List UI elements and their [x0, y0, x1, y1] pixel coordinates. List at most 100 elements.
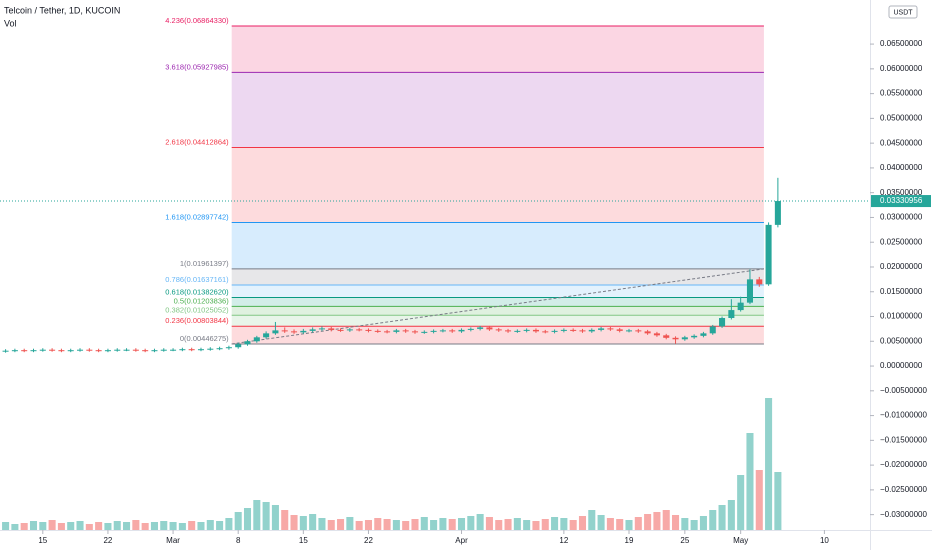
fib-label: 1.618(0.02897742)	[165, 212, 229, 221]
volume-bar	[383, 519, 391, 530]
candle-body	[746, 279, 753, 303]
candle-body	[356, 329, 363, 331]
fib-band	[231, 72, 764, 148]
candle-body	[495, 329, 502, 331]
candle-body	[570, 329, 577, 331]
volume-bar	[467, 516, 475, 530]
candle-body	[337, 329, 344, 331]
candle-body	[458, 329, 465, 332]
fib-label: 3.618(0.05927985)	[165, 62, 229, 71]
last-price-label: 0.03330956	[880, 196, 923, 205]
candle-body	[374, 330, 381, 332]
x-tick-label: 25	[680, 536, 689, 545]
volume-bar	[504, 519, 512, 530]
y-tick-label: 0.01000000	[880, 312, 923, 321]
volume-bar	[672, 515, 680, 530]
volume-bar	[402, 521, 410, 530]
candle-body	[235, 344, 242, 348]
volume-bar	[420, 517, 428, 530]
candle-body	[607, 328, 614, 330]
volume-bar	[197, 522, 205, 530]
candle-body	[160, 349, 167, 351]
volume-bar	[439, 518, 447, 530]
candle-body	[449, 330, 456, 332]
candle-body	[67, 350, 74, 352]
y-tick-label: 0.00500000	[880, 336, 923, 345]
candles	[0, 177, 870, 353]
candle-body	[328, 328, 335, 330]
candle-body	[263, 333, 270, 338]
volume-bar	[755, 470, 763, 530]
volume-bar	[76, 521, 84, 530]
volume-bar	[11, 524, 19, 530]
y-tick-label: −0.02000000	[880, 460, 927, 469]
volume-bar	[243, 508, 252, 530]
volume-bar	[57, 523, 65, 530]
volume-bar	[150, 522, 158, 530]
volume-bar	[690, 520, 698, 530]
candle-body	[756, 279, 763, 285]
volume-bar	[513, 518, 521, 530]
volume-bar	[634, 517, 642, 530]
volume-bar	[20, 523, 28, 530]
candle-body	[365, 329, 372, 331]
volume-bar	[309, 514, 317, 530]
fib-band	[231, 268, 764, 285]
candle-body	[625, 330, 633, 332]
candle-body	[132, 349, 139, 351]
volume-bar	[290, 515, 298, 530]
volume-bar	[123, 522, 131, 530]
volume-bar	[253, 500, 261, 530]
candle-body	[737, 302, 744, 311]
y-tick-label: 0.01500000	[880, 287, 923, 296]
candle-body	[225, 347, 232, 349]
fib-band	[231, 26, 764, 73]
candle-body	[244, 341, 251, 345]
fib-band	[231, 315, 764, 327]
volume-bar	[625, 520, 633, 530]
x-tick-label: 22	[364, 536, 373, 545]
volume-bar	[662, 510, 670, 530]
y-tick-label: 0.02000000	[880, 262, 923, 271]
volume-bar	[299, 516, 307, 530]
candle-body	[291, 331, 298, 333]
volume-bar	[113, 521, 121, 530]
fib-label: 0.786(0.01637161)	[165, 275, 229, 284]
candle-body	[253, 337, 260, 342]
x-tick-label: May	[733, 536, 748, 545]
volume-bar	[374, 518, 382, 530]
volume-bar	[281, 510, 289, 530]
volume-bar	[67, 522, 75, 530]
y-tick-label: −0.02500000	[880, 485, 927, 494]
volume-bar	[355, 521, 363, 530]
candle-body	[560, 329, 567, 331]
candle-body	[551, 330, 558, 332]
currency-badge[interactable]	[888, 5, 918, 19]
volume-bar	[774, 472, 782, 530]
volume-bar	[411, 519, 419, 530]
candle-body	[300, 330, 307, 333]
volume-bar	[606, 518, 614, 530]
candle-body	[151, 350, 158, 352]
x-tick-label: Mar	[166, 536, 180, 545]
volume-bar	[206, 520, 214, 530]
candle-body	[188, 349, 195, 351]
volume-bar	[392, 520, 400, 530]
candle-body	[719, 318, 726, 327]
volume-bar	[523, 520, 531, 530]
volume-bar	[327, 520, 335, 530]
fib-label: 0.382(0.01025052)	[165, 305, 229, 314]
volume-bar	[141, 523, 149, 530]
candle-body	[114, 349, 121, 351]
candle-body	[30, 350, 37, 352]
volume-bar	[569, 520, 577, 530]
candle-body	[700, 333, 707, 336]
candle-body	[728, 310, 735, 318]
volume-bar	[644, 514, 652, 530]
x-tick-label: 15	[299, 536, 308, 545]
volume-bar	[48, 520, 56, 530]
fib-band	[231, 297, 764, 307]
candle-body	[104, 350, 111, 352]
candle-body	[11, 350, 18, 352]
